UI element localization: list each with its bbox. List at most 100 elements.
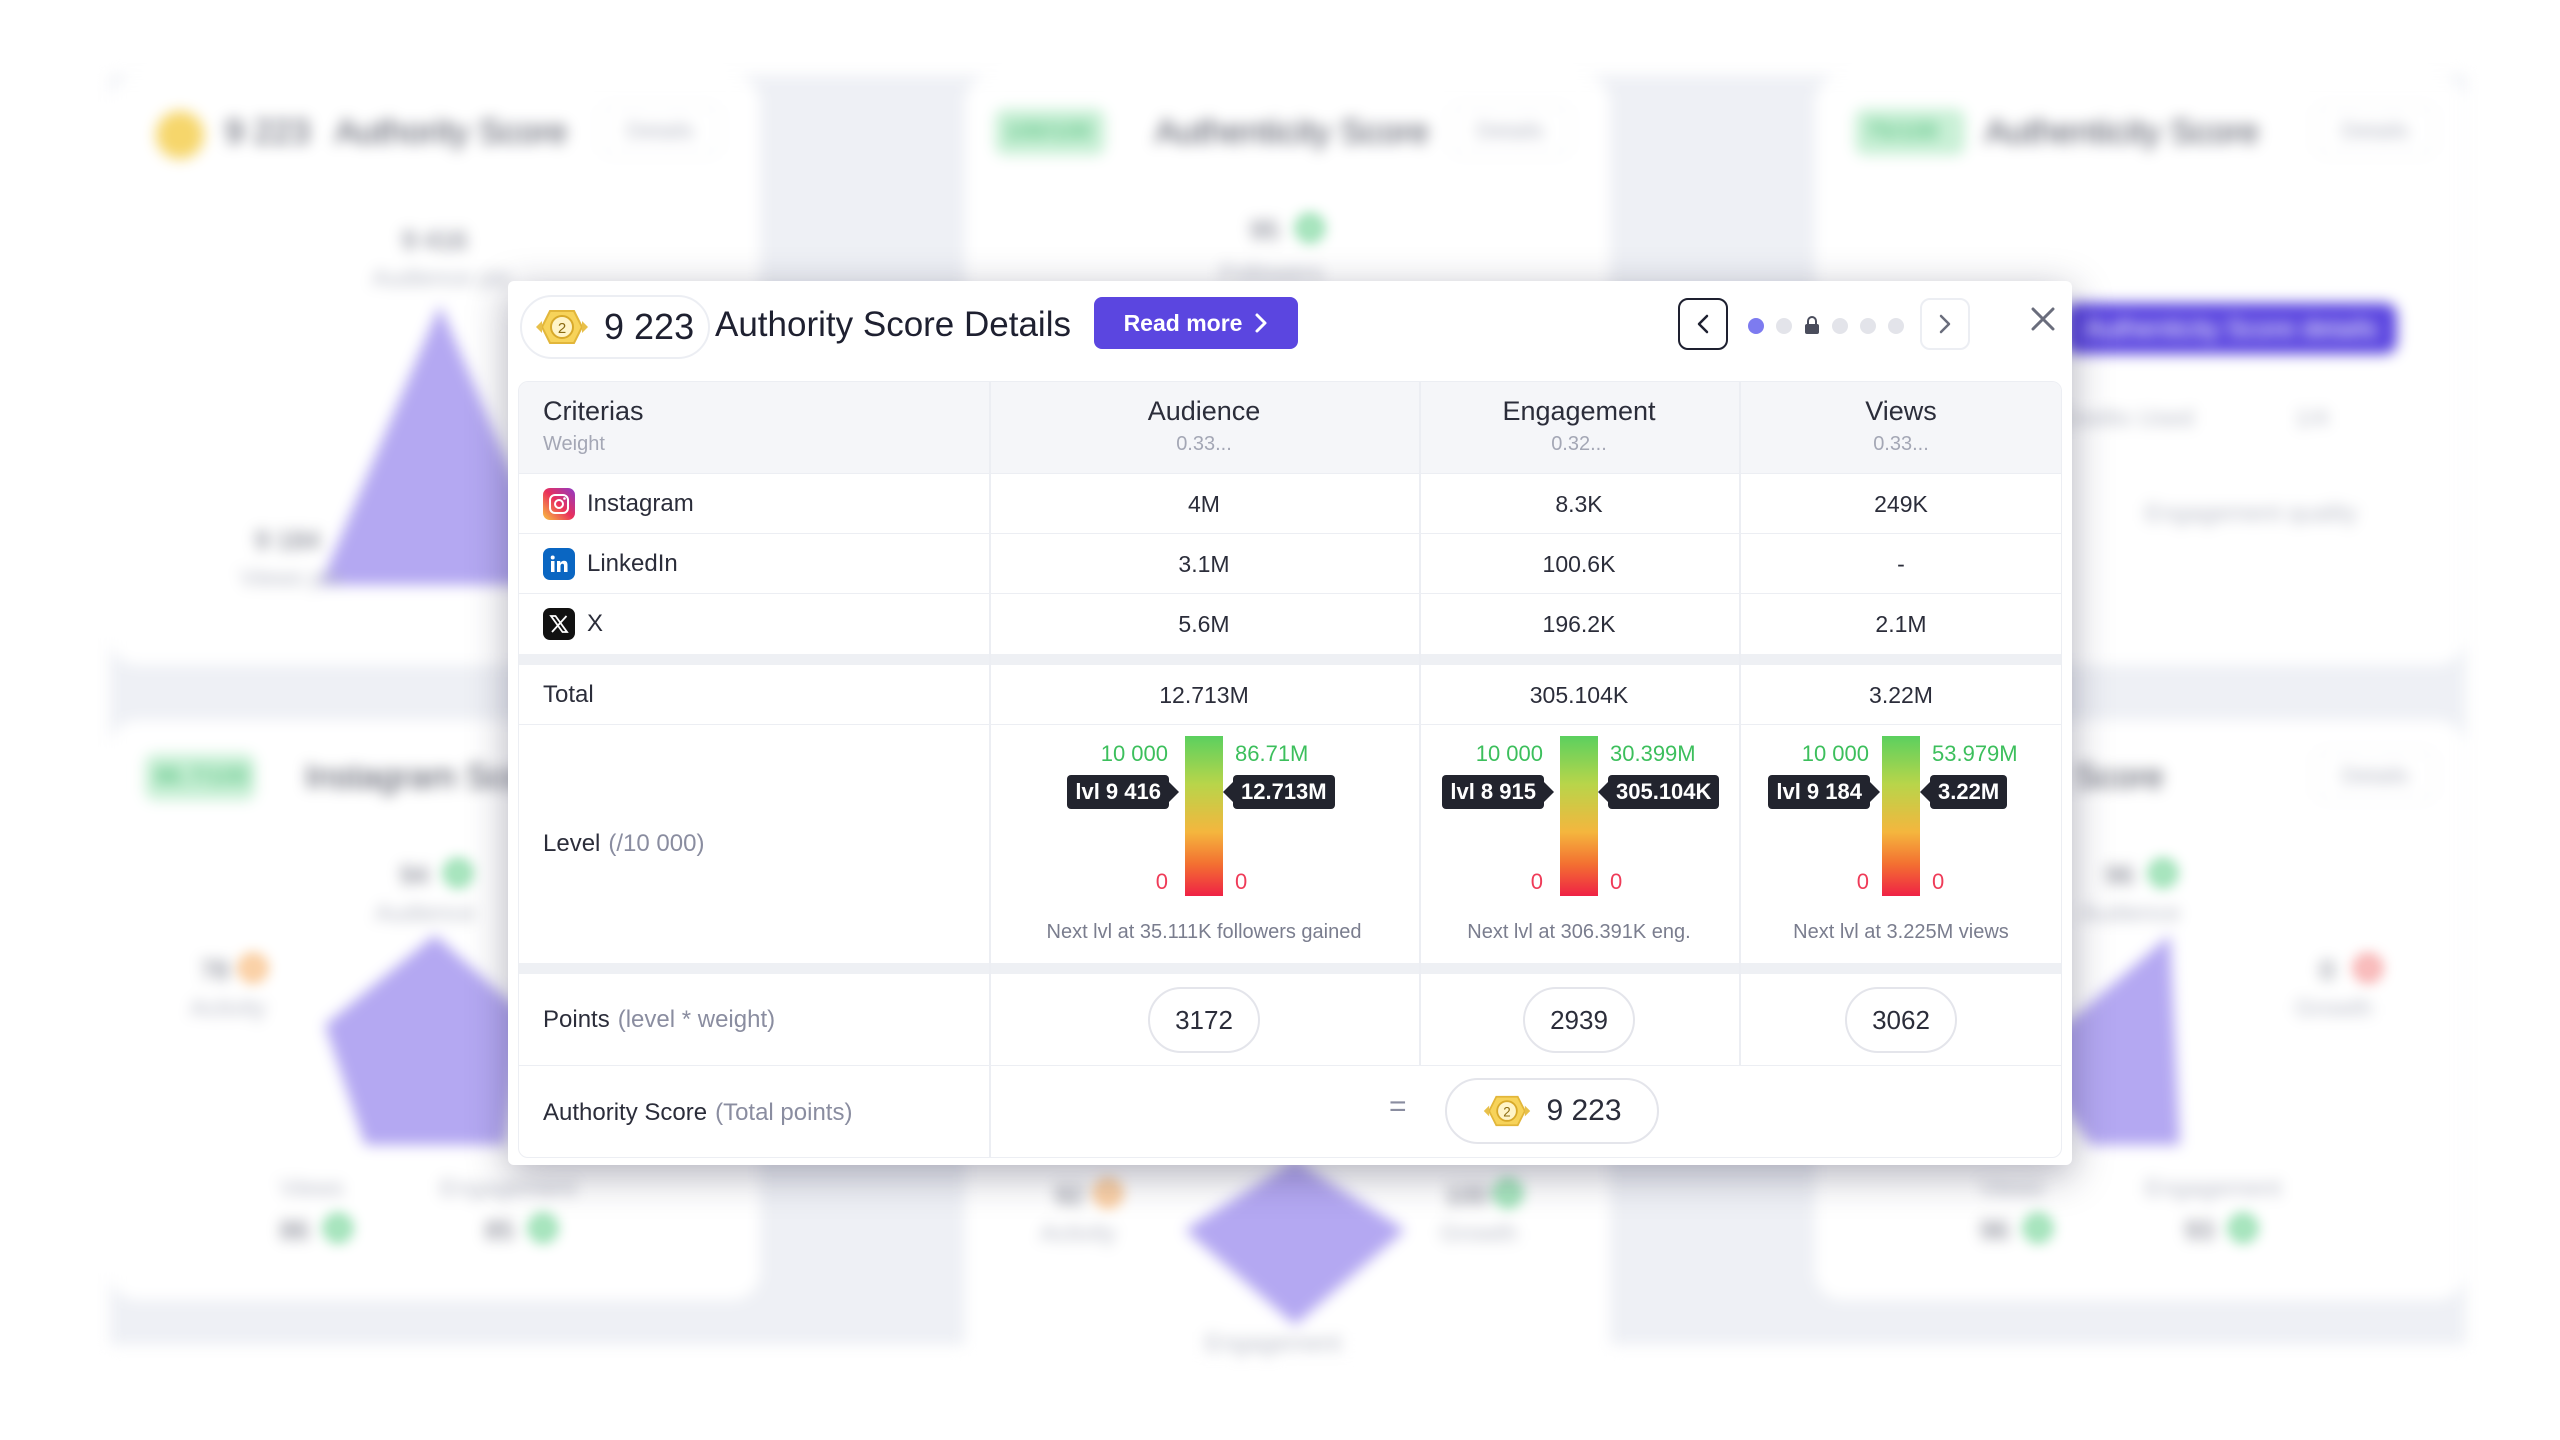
- medal-level: 2: [558, 320, 566, 337]
- bg-left-value: 9 184: [255, 525, 321, 555]
- status-dot-icon: [445, 860, 471, 886]
- bg-bottom-label: Engagement: [1205, 1330, 1342, 1357]
- page-dot-5[interactable]: [1860, 318, 1876, 334]
- column-name: Audience: [1147, 396, 1261, 426]
- criteria-header: Criterias Weight: [543, 396, 644, 456]
- gauge-value-tag: 12.713M: [1223, 775, 1335, 809]
- page-dot-6[interactable]: [1888, 318, 1904, 334]
- bg-bl-value: 92: [1055, 1180, 1084, 1210]
- gauge-zero-left: 0: [1856, 869, 1869, 894]
- total-views: 3.22M: [1869, 681, 1933, 708]
- gauge-zero-left: 0: [1530, 869, 1543, 894]
- next-button[interactable]: [1920, 298, 1970, 350]
- cell-engagement: 8.3K: [1555, 490, 1603, 517]
- linkedin-icon: [543, 548, 575, 580]
- bg-bl-label: Views: [1980, 1175, 2044, 1202]
- points-suffix: (level * weight): [617, 1006, 776, 1033]
- bg-score-pill: 75/100: [1855, 109, 1965, 155]
- close-icon[interactable]: [2030, 306, 2056, 332]
- gauge-max: 10 000: [1801, 741, 1869, 766]
- cell-audience: 5.6M: [1178, 610, 1230, 637]
- status-dot-icon: [2025, 1215, 2051, 1241]
- gauge-next-level: Next lvl at 35.111K followers gained: [1046, 921, 1362, 943]
- gauge-real-max: 53.979M: [1932, 741, 2018, 766]
- cell-audience: 4M: [1188, 490, 1220, 517]
- column-divider: [989, 382, 991, 1157]
- page-dot-1[interactable]: [1748, 318, 1764, 334]
- bg-br-value: 93: [2185, 1215, 2214, 1245]
- bg-left-label: Activity: [190, 995, 267, 1022]
- bg-bl-value: 86: [280, 1215, 309, 1245]
- gauge-max: 10 000: [1475, 741, 1543, 766]
- table-row-instagram: Instagram 4M 8.3K 249K: [519, 474, 2061, 534]
- status-dot-icon: [2150, 860, 2176, 886]
- column-weight: 0.33...: [1873, 433, 1929, 455]
- column-header-audience: Audience 0.33...: [989, 396, 1419, 456]
- status-dot-icon: [2355, 955, 2381, 981]
- total-label: Total: [543, 681, 594, 708]
- prev-button[interactable]: [1678, 298, 1728, 350]
- status-dot-icon: [1297, 215, 1323, 241]
- bg-top-label: Audience: [2080, 900, 2181, 927]
- chevron-left-icon: [1697, 314, 1709, 334]
- gauge-level-tag: lvl 9 184: [1768, 775, 1880, 809]
- page-dot-2[interactable]: [1776, 318, 1792, 334]
- table-row-x: X 5.6M 196.2K 2.1M: [519, 594, 2061, 654]
- column-header-engagement: Engagement 0.32...: [1419, 396, 1739, 456]
- table-row-linkedin: LinkedIn 3.1M 100.6K -: [519, 534, 2061, 594]
- gauge-zero-right: 0: [1610, 869, 1623, 894]
- score-pill: 2 9 223: [520, 295, 711, 359]
- authority-score-modal: 2 9 223 Authority Score Details Read mor…: [508, 281, 2072, 1165]
- bg-details-button: Details: [600, 105, 720, 155]
- bg-br-label: Engagement: [2145, 1175, 2282, 1202]
- bg-top-label: Audience pts: [372, 265, 511, 292]
- bg-details-button: Details: [2315, 750, 2435, 800]
- lock-icon[interactable]: [1804, 315, 1820, 335]
- page-dot-4[interactable]: [1832, 318, 1848, 334]
- points-label-cell: Points (level * weight): [543, 974, 775, 1066]
- column-header-views: Views 0.33...: [1739, 396, 2061, 456]
- bg-right-value: 0: [2320, 955, 2335, 985]
- bg-details-cta: Authenticity Score details: [2065, 303, 2397, 354]
- table-row-total: Total 12.713M 305.104K 3.22M: [519, 665, 2061, 725]
- criteria-table: Criterias Weight Audience 0.33... Engage…: [518, 381, 2062, 1158]
- table-row-level: Level (/10 000) 10 000 86.71M lvl 9 416 …: [519, 725, 2061, 963]
- status-dot-icon: [325, 1215, 351, 1241]
- level-gauge-audience: 10 000 86.71M lvl 9 416 12.713M 0 0 Next…: [989, 725, 1419, 963]
- bg-radar-chart: [320, 305, 560, 585]
- network-cell: LinkedIn: [543, 534, 678, 594]
- status-dot-icon: [240, 955, 266, 981]
- authority-suffix: (Total points): [715, 1098, 853, 1126]
- score-value: 9 223: [604, 306, 695, 347]
- bg-left-value: 78: [200, 955, 229, 985]
- gauge-real-max: 30.399M: [1610, 741, 1696, 766]
- table-row-points: Points (level * weight) 3172 2939 3062: [519, 974, 2061, 1066]
- modal-header: 2 9 223 Authority Score Details Read mor…: [508, 281, 2072, 381]
- bg-top-label: Audience: [375, 900, 476, 927]
- gauge-zero-left: 0: [1155, 869, 1168, 894]
- chevron-right-icon: [1939, 314, 1951, 334]
- bg-authenticity-title: Authenticity Score: [1155, 113, 1430, 151]
- bg-radar-chart: [1185, 1160, 1405, 1325]
- bg-right-label: Growth: [2295, 995, 2373, 1022]
- bg-top-value: 9 416: [402, 225, 468, 255]
- column-divider: [1739, 382, 1741, 1066]
- section-divider: [519, 654, 2061, 665]
- medal-level: 2: [1504, 1104, 1511, 1119]
- bg-bl-value: 96: [1980, 1215, 2009, 1245]
- column-name: Engagement: [1502, 396, 1656, 426]
- level-label: Level: [543, 830, 601, 857]
- points-views: 3062: [1845, 987, 1957, 1053]
- read-more-button[interactable]: Read more: [1094, 297, 1298, 349]
- section-divider: [519, 963, 2061, 974]
- bg-br-value: 85: [485, 1215, 514, 1245]
- status-dot-icon: [1095, 1180, 1121, 1206]
- gauge-zero-right: 0: [1235, 869, 1248, 894]
- status-dot-icon: [530, 1215, 556, 1241]
- bg-top-value: 96: [2105, 860, 2134, 890]
- bg-authenticity-title: Authenticity Score: [1985, 113, 2260, 151]
- gauge-value-tag: 305.104K: [1597, 775, 1720, 809]
- column-weight: 0.32...: [1551, 433, 1607, 455]
- bg-eq-label: Engagement quality: [2145, 500, 2358, 527]
- bg-authenticity-card-bottom: 92 Activity 100 Growth Engagement: [965, 1150, 1610, 1357]
